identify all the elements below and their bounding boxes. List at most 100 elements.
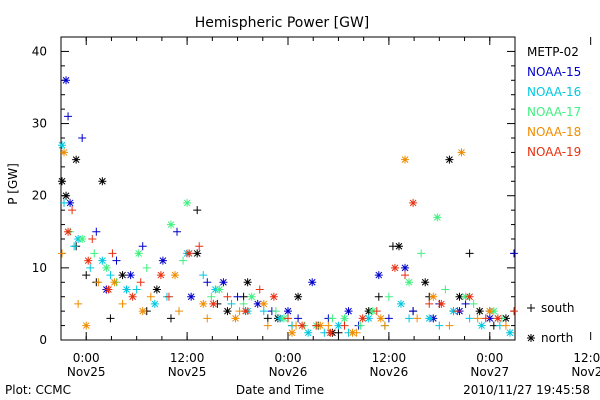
south-point bbox=[146, 292, 155, 301]
north-point bbox=[401, 263, 410, 272]
south-point bbox=[108, 249, 117, 258]
south-point bbox=[405, 314, 414, 323]
north-point bbox=[294, 292, 303, 301]
south-point bbox=[372, 307, 381, 316]
x-tick-label-time: 12:00 bbox=[573, 351, 600, 365]
south-point bbox=[263, 314, 272, 323]
north-point bbox=[78, 235, 87, 243]
north-point bbox=[60, 148, 69, 157]
y-tick-label: 0 bbox=[39, 333, 47, 347]
y-axis-label: P [GW] bbox=[6, 163, 20, 205]
north-point bbox=[449, 307, 458, 316]
north-point bbox=[158, 256, 167, 265]
north-point bbox=[445, 155, 454, 164]
y-tick-label: 40 bbox=[32, 44, 47, 58]
north-point bbox=[58, 141, 67, 150]
north-point bbox=[348, 328, 357, 337]
north-point bbox=[199, 299, 208, 308]
north-point bbox=[461, 292, 470, 301]
south-point bbox=[461, 299, 470, 308]
north-point bbox=[485, 307, 494, 316]
north-point bbox=[152, 285, 161, 294]
north-point bbox=[394, 242, 403, 251]
north-point bbox=[122, 285, 131, 294]
south-point bbox=[473, 314, 482, 323]
north-point bbox=[253, 299, 262, 308]
north-point bbox=[374, 271, 383, 280]
south-point bbox=[401, 271, 410, 280]
south-point bbox=[356, 321, 365, 330]
south-point bbox=[417, 249, 426, 258]
south-point bbox=[384, 292, 393, 301]
north-point bbox=[138, 307, 147, 316]
north-point bbox=[58, 177, 67, 186]
north-point bbox=[505, 328, 514, 337]
south-point bbox=[465, 314, 474, 323]
north-point bbox=[66, 198, 75, 207]
plot-credit: Plot: CCMC bbox=[5, 383, 71, 397]
south-point bbox=[92, 227, 101, 236]
north-point bbox=[501, 314, 510, 323]
south-point bbox=[90, 249, 99, 258]
north-point bbox=[457, 148, 466, 157]
north-point bbox=[118, 271, 127, 280]
north-point bbox=[489, 307, 498, 316]
north-point bbox=[527, 334, 535, 342]
south-point bbox=[233, 292, 242, 301]
south-point bbox=[227, 299, 236, 308]
south-point bbox=[86, 263, 95, 272]
south-point bbox=[82, 271, 91, 280]
south-point bbox=[271, 307, 280, 316]
north-point bbox=[209, 299, 218, 308]
x-tick-label-date: Nov26 bbox=[269, 365, 308, 379]
south-point bbox=[409, 307, 418, 316]
north-point bbox=[455, 292, 464, 301]
series-legend: METP-02 NOAA-15 NOAA-16 NOAA-17 NOAA-18 NOAA-… bbox=[527, 45, 581, 159]
north-point bbox=[82, 321, 91, 330]
north-point bbox=[134, 249, 143, 258]
north-point bbox=[215, 285, 224, 294]
x-tick-label-date: Nov25 bbox=[168, 365, 207, 379]
north-point bbox=[405, 278, 414, 287]
north-point bbox=[98, 177, 107, 186]
north-point bbox=[390, 263, 399, 272]
north-point bbox=[429, 314, 438, 323]
x-tick-label-date: Nov26 bbox=[370, 365, 409, 379]
north-point bbox=[187, 292, 196, 301]
north-point bbox=[308, 278, 317, 287]
north-point bbox=[425, 314, 434, 323]
south-point bbox=[112, 256, 121, 265]
x-tick-label-time: 12:00 bbox=[170, 351, 205, 365]
y-axis-ticks: 0 10 20 30 40 bbox=[32, 36, 515, 347]
legend-entry: NOAA-15 bbox=[527, 65, 581, 79]
north-point bbox=[269, 292, 278, 301]
north-point bbox=[344, 307, 353, 316]
south-point bbox=[106, 314, 115, 323]
x-tick-label-date: Nov27 bbox=[470, 365, 509, 379]
north-point bbox=[298, 321, 307, 330]
north-point bbox=[84, 256, 93, 265]
north-point bbox=[241, 307, 250, 316]
south-point bbox=[175, 307, 184, 316]
x-axis-ticks: 0:00Nov2512:00Nov250:00Nov2612:00Nov260:… bbox=[60, 37, 600, 379]
north-point bbox=[247, 292, 256, 301]
north-point bbox=[477, 321, 486, 330]
north-point bbox=[219, 278, 228, 287]
north-point bbox=[304, 328, 313, 337]
south-point bbox=[435, 321, 444, 330]
north-point bbox=[316, 321, 325, 330]
north-point bbox=[231, 314, 240, 323]
north-point bbox=[72, 155, 81, 164]
x-tick-label-date: Nov25 bbox=[67, 365, 106, 379]
south-point bbox=[64, 112, 73, 121]
south-point bbox=[142, 263, 151, 272]
data-points bbox=[58, 76, 518, 337]
north-point bbox=[243, 278, 252, 287]
south-point bbox=[239, 299, 248, 308]
north-point bbox=[358, 314, 367, 323]
legend-entry: METP-02 bbox=[527, 45, 579, 59]
north-point bbox=[409, 198, 418, 207]
south-point bbox=[445, 321, 454, 330]
south-point bbox=[88, 235, 97, 243]
north-point bbox=[437, 299, 446, 308]
